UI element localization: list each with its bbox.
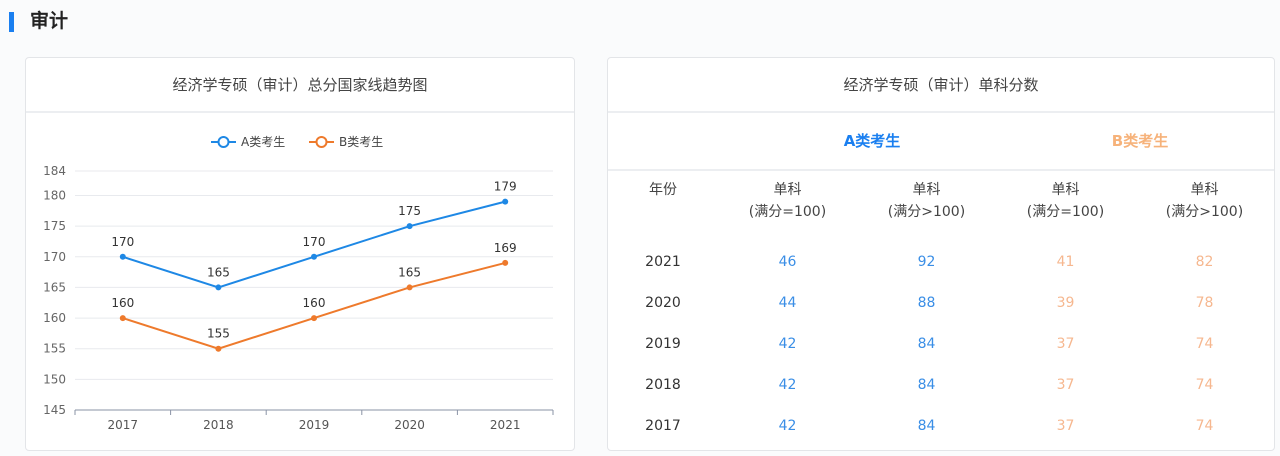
score-cell: 41 <box>1056 253 1075 270</box>
legend-marker-icon <box>315 136 328 148</box>
score-cell: 42 <box>778 376 797 393</box>
year-cell: 2021 <box>645 253 681 270</box>
column-header: 单科 (满分=100) <box>748 182 827 220</box>
x-tick-label: 2021 <box>490 418 521 432</box>
score-cell: 74 <box>1195 335 1214 352</box>
section-accent-bar <box>9 12 14 32</box>
legend-label: A类考生 <box>241 135 285 149</box>
score-cell: 37 <box>1056 335 1075 352</box>
data-point <box>215 345 222 352</box>
score-cell: 84 <box>917 335 936 352</box>
score-cell: 84 <box>917 376 936 393</box>
data-point <box>119 315 126 322</box>
x-tick-label: 2019 <box>299 418 330 432</box>
table-row: 2018 42 84 37 74 <box>608 364 1274 405</box>
y-tick-label: 155 <box>43 342 66 356</box>
single-subject-card: 经济学专硕（审计）单科分数 A类考生 B类考生 年份 单科 (满分=100) 单科 (满… <box>607 57 1275 451</box>
year-cell: 2017 <box>645 417 681 434</box>
y-tick-label: 145 <box>43 403 66 417</box>
x-tick-label: 2018 <box>203 418 234 432</box>
table-row: 2017 42 84 37 74 <box>608 405 1274 446</box>
score-table: 年份 单科 (满分=100) 单科 (满分>100) 单科 (满分=100) 单科 (满分>10… <box>608 171 1274 446</box>
score-cell: 82 <box>1195 253 1214 270</box>
chart-title: 经济学专硕（审计）总分国家线趋势图 <box>26 58 574 113</box>
data-label: 155 <box>207 327 230 341</box>
data-point <box>406 284 413 291</box>
year-cell: 2019 <box>645 335 681 352</box>
header-row: 年份 单科 (满分=100) 单科 (满分>100) 单科 (满分=100) 单科 (满分>10… <box>608 171 1274 241</box>
y-tick-label: 175 <box>43 219 66 233</box>
score-cell: 39 <box>1056 294 1075 311</box>
score-cell: 46 <box>778 253 797 270</box>
table-row: 2019 42 84 37 74 <box>608 323 1274 364</box>
data-label: 160 <box>111 296 134 310</box>
column-header: 单科 (满分=100) <box>1026 182 1105 220</box>
data-point <box>215 284 222 291</box>
line-chart: 145 150 155 160 165 170 175 180 184 2017 2018 2019 2… <box>43 135 554 432</box>
data-point <box>502 198 509 205</box>
tab-group-b[interactable]: B类考生 <box>1111 132 1169 150</box>
tab-group-a[interactable]: A类考生 <box>843 132 901 150</box>
year-cell: 2018 <box>645 376 681 393</box>
data-point <box>502 259 509 266</box>
legend-marker-icon <box>217 136 230 148</box>
y-tick-label: 180 <box>43 189 66 203</box>
data-label: 165 <box>207 265 230 279</box>
data-label: 170 <box>303 235 326 249</box>
x-tick-label: 2020 <box>394 418 425 432</box>
column-header: 单科 (满分>100) <box>1165 182 1244 220</box>
y-tick-label: 160 <box>43 311 66 325</box>
column-header: 单科 (满分>100) <box>887 182 966 220</box>
data-point <box>406 223 413 230</box>
data-label: 169 <box>494 241 517 255</box>
y-tick-label: 184 <box>43 164 66 178</box>
column-header: 年份 <box>649 182 677 198</box>
table-row: 2021 46 92 41 82 <box>608 241 1274 282</box>
score-cell: 42 <box>778 417 797 434</box>
table-row: 2020 44 88 39 78 <box>608 282 1274 323</box>
data-label: 160 <box>303 296 326 310</box>
data-label: 170 <box>111 235 134 249</box>
score-cell: 88 <box>917 294 936 311</box>
score-cell: 84 <box>917 417 936 434</box>
score-cell: 42 <box>778 335 797 352</box>
data-label: 179 <box>494 180 517 194</box>
trend-chart-card: 经济学专硕（审计）总分国家线趋势图 145 150 155 160 165 170 175 1… <box>25 57 575 451</box>
score-cell: 37 <box>1056 417 1075 434</box>
data-point <box>311 253 317 260</box>
table-title: 经济学专硕（审计）单科分数 <box>608 58 1274 113</box>
data-label: 175 <box>398 204 421 218</box>
data-point <box>311 315 317 322</box>
score-cell: 92 <box>917 253 936 270</box>
y-tick-label: 150 <box>43 372 66 386</box>
year-cell: 2020 <box>645 294 681 311</box>
legend-label: B类考生 <box>339 135 383 149</box>
data-label: 165 <box>398 265 421 279</box>
score-cell: 37 <box>1056 376 1075 393</box>
score-cell: 74 <box>1195 376 1214 393</box>
data-point <box>119 253 126 260</box>
y-tick-label: 170 <box>43 250 66 264</box>
section-title: 审计 <box>30 10 69 32</box>
score-cell: 44 <box>778 294 797 311</box>
x-tick-label: 2017 <box>108 418 139 432</box>
y-tick-label: 165 <box>43 280 66 294</box>
score-cell: 78 <box>1195 294 1214 311</box>
score-cell: 74 <box>1195 417 1214 434</box>
